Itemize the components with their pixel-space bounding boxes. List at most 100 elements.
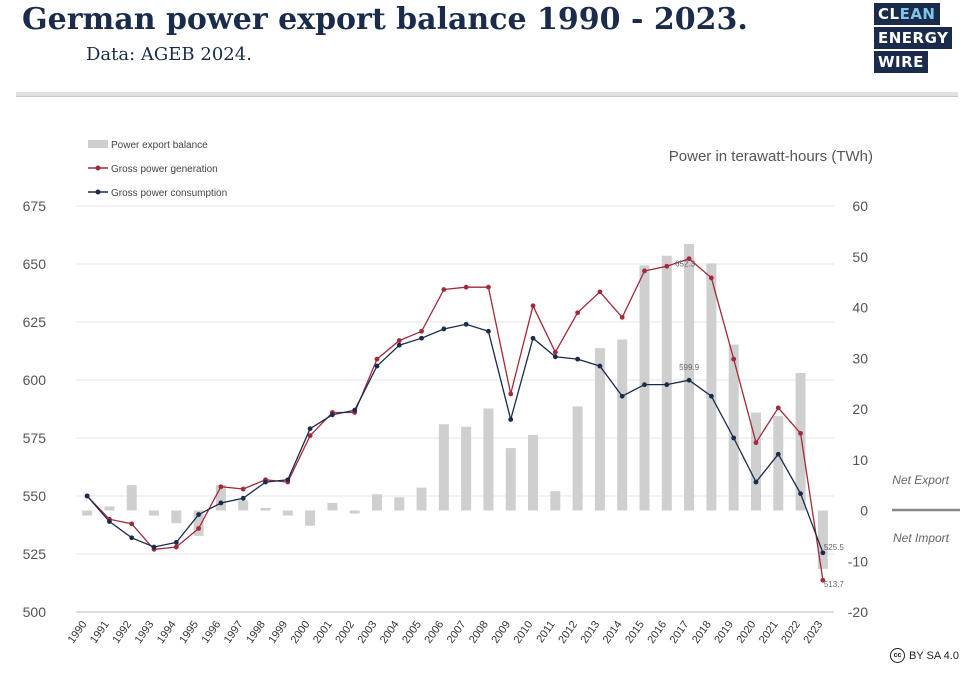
export-balance-bar [82, 510, 93, 516]
generation-point [664, 263, 670, 269]
consumption-point [84, 493, 90, 499]
axis-labels: 6756506256005755505255006050403020100-10… [23, 198, 869, 646]
x-axis-tick-label: 2020 [735, 619, 759, 646]
consumption-point [285, 477, 291, 483]
x-axis-tick-label: 2012 [556, 619, 580, 646]
consumption-point [352, 407, 358, 413]
x-axis-tick-label: 1990 [66, 619, 90, 646]
license-text: BY SA 4.0 [909, 649, 959, 662]
generation-point [798, 430, 803, 436]
export-balance-bar [104, 506, 115, 511]
page-subtitle: Data: AGEB 2024. [86, 44, 252, 65]
export-balance-bar [639, 265, 650, 511]
legend-label-balance: Power export balance [111, 140, 208, 151]
right-axis-tick-label: -10 [848, 553, 868, 569]
consumption-point [396, 342, 402, 348]
legend-bar-swatch [88, 140, 108, 148]
generation-point [486, 284, 491, 290]
consumption-point [151, 544, 157, 550]
legend-label-consumption: Gross power consumption [111, 188, 227, 199]
consumption-point [642, 382, 647, 388]
generation-point [307, 433, 313, 439]
data-labels: 652.3 599.9 525.5 513.7 [675, 260, 844, 590]
export-balance-bar [617, 339, 628, 511]
clean-energy-wire-logo[interactable]: CLEAN ENERGY WIRE [874, 3, 953, 75]
export-balance-bar [171, 510, 182, 524]
x-axis-tick-label: 2009 [489, 619, 513, 646]
export-balance-bar [594, 348, 605, 511]
generation-point [820, 577, 826, 583]
x-axis-tick-label: 1997 [222, 619, 246, 646]
consumption-point [374, 363, 380, 369]
x-axis-tick-label: 1991 [88, 619, 112, 646]
x-axis-tick-label: 2011 [534, 619, 557, 645]
x-axis-tick-label: 2006 [422, 619, 446, 646]
export-balance-bar [215, 485, 226, 511]
generation-point [173, 544, 179, 550]
legend-label-generation: Gross power generation [111, 164, 218, 175]
export-balance-bar [394, 497, 405, 511]
generation-point [374, 356, 380, 362]
generation-point [396, 338, 402, 343]
page-title: German power export balance 1990 - 2023. [22, 2, 748, 37]
consumption-point [619, 393, 625, 399]
data-label: 599.9 [679, 363, 700, 372]
export-balance-bar [728, 344, 739, 511]
x-axis-tick-label: 2001 [311, 619, 335, 646]
right-axis-tick-label: 30 [852, 350, 868, 366]
x-axis-tick-label: 2008 [467, 619, 491, 646]
generation-point [731, 356, 737, 362]
generation-point [597, 289, 603, 295]
x-axis-tick-label: 2013 [578, 619, 602, 646]
consumption-point [508, 417, 514, 422]
export-balance-bar [572, 406, 583, 511]
export-balance-bar [750, 412, 761, 511]
export-balance-bar [706, 263, 717, 511]
generation-point [129, 521, 135, 527]
generation-point [775, 405, 781, 411]
generation-point [642, 268, 647, 274]
export-balance-bar [193, 510, 204, 536]
series-lines [86, 257, 824, 581]
license-badge[interactable]: cc BY SA 4.0 [890, 648, 959, 663]
consumption-point [263, 479, 268, 485]
logo-line-1: CLEAN [874, 3, 940, 25]
export-balance-bar [773, 416, 784, 511]
unit-label: Power in terawatt-hours (TWh) [669, 148, 873, 165]
x-axis-tick-label: 2022 [779, 619, 803, 646]
consumption-point [664, 382, 670, 388]
x-axis-tick-label: 1995 [177, 619, 201, 646]
right-axis-tick-label: 20 [852, 401, 868, 417]
generation-point [463, 284, 469, 290]
consumption-point [329, 412, 335, 418]
x-axis-tick-label: 2019 [712, 619, 736, 646]
left-axis-tick-label: 500 [23, 604, 47, 620]
consumption-point [820, 550, 826, 556]
left-axis-tick-label: 575 [23, 430, 47, 446]
x-axis-tick-label: 2017 [668, 619, 692, 646]
export-balance-bar [483, 408, 494, 511]
net-export-label: Net Export [892, 473, 949, 487]
generation-point [552, 349, 558, 355]
legend-consumption-dot [95, 189, 101, 195]
series-points [84, 256, 826, 583]
right-axis-tick-label: 10 [852, 452, 868, 468]
export-balance-bar [795, 372, 806, 511]
x-axis-tick-label: 2021 [757, 619, 781, 646]
left-axis-tick-label: 625 [23, 314, 47, 330]
export-balance-bar [349, 510, 360, 514]
generation-point [508, 391, 514, 397]
left-axis-tick-label: 675 [23, 198, 47, 214]
x-axis-tick-label: 2018 [690, 619, 714, 646]
consumption-point [107, 519, 112, 524]
generation-point [240, 486, 246, 492]
export-balance-bar [416, 487, 427, 511]
right-axis-tick-label: 0 [860, 503, 868, 519]
x-axis-tick-label: 1992 [110, 619, 134, 646]
data-label: 525.5 [824, 543, 845, 552]
export-balance-bar [528, 434, 539, 511]
generation-point [419, 328, 424, 334]
right-axis-tick-label: 40 [852, 300, 868, 316]
gridlines [76, 205, 834, 613]
